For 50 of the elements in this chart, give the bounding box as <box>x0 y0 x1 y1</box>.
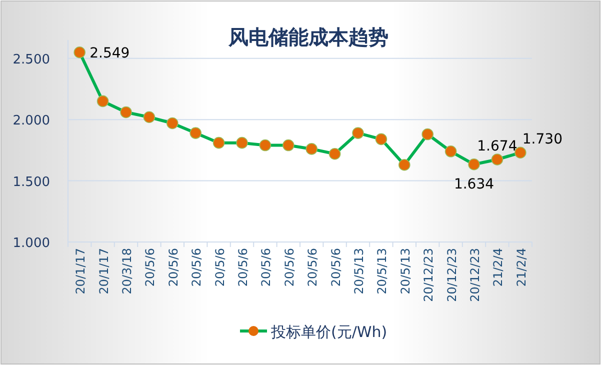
x-tick-label: 20/5/6 <box>282 248 296 287</box>
point <box>306 143 318 155</box>
point <box>96 95 109 108</box>
point <box>444 146 457 158</box>
point <box>328 148 341 160</box>
point <box>259 139 272 152</box>
point <box>190 127 202 139</box>
point <box>514 146 526 159</box>
point <box>143 111 156 124</box>
point <box>352 127 364 139</box>
legend-label: 投标单价(元/Wh) <box>270 323 388 341</box>
x-tick-label: 20/5/13 <box>398 248 412 294</box>
x-tick-label: 20/5/6 <box>236 248 250 287</box>
x-tick-label: 20/5/13 <box>375 248 390 294</box>
data-label: 2.549 <box>90 45 130 62</box>
point <box>236 136 248 149</box>
y-tick-label: 2.500 <box>12 52 50 68</box>
point <box>282 139 294 152</box>
point <box>491 154 504 166</box>
x-tick-label: 21/2/4 <box>514 248 528 287</box>
x-tick-label: 20/5/6 <box>166 248 180 287</box>
x-tick-label: 20/12/23 <box>444 248 459 302</box>
point <box>120 106 132 118</box>
y-tick-label: 1.500 <box>12 174 50 190</box>
x-tick-label: 20/12/23 <box>468 248 482 302</box>
x-tick-label: 21/2/4 <box>491 248 506 287</box>
point <box>74 46 86 58</box>
point <box>468 158 480 170</box>
x-tick-label: 20/1/17 <box>74 248 88 294</box>
y-tick-label: 2.000 <box>12 114 50 129</box>
x-tick-label: 20/3/18 <box>120 248 134 294</box>
x-tick-label: 20/5/6 <box>259 248 274 287</box>
x-tick-label: 20/5/6 <box>212 248 227 287</box>
data-label: 1.674 <box>477 138 518 154</box>
point <box>166 117 178 130</box>
x-tick-label: 20/5/6 <box>143 248 158 287</box>
data-label: 1.634 <box>454 176 494 192</box>
x-tick-label: 20/12/23 <box>422 248 436 302</box>
chart-title: 风电储能成本趋势 <box>228 25 388 49</box>
point <box>422 128 434 140</box>
x-tick-label: 20/5/6 <box>306 248 320 287</box>
x-tick-label: 20/5/6 <box>328 248 343 287</box>
x-tick-label: 20/5/13 <box>352 248 366 294</box>
data-label: 1.730 <box>522 132 562 148</box>
point <box>212 136 225 149</box>
point <box>375 133 388 146</box>
y-tick-label: 1.000 <box>12 236 50 251</box>
x-tick-label: 20/1/17 <box>96 248 111 294</box>
x-tick-label: 20/5/6 <box>190 248 204 287</box>
point <box>398 158 410 171</box>
